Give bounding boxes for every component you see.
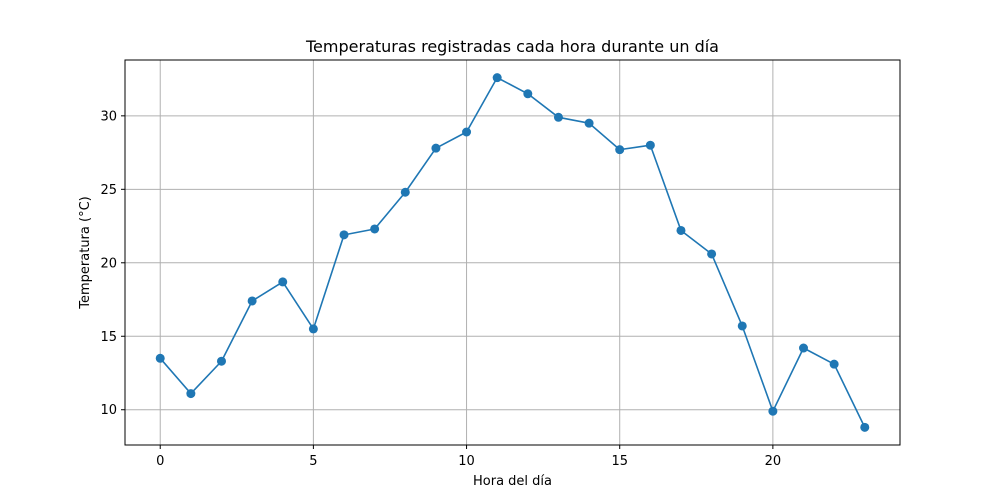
data-point: [186, 389, 196, 399]
x-tick-label: 0: [156, 454, 164, 469]
data-point: [308, 324, 318, 334]
x-tick-label: 5: [309, 454, 317, 469]
data-point: [155, 353, 165, 363]
y-tick-label: 15: [100, 330, 117, 345]
series-layer: [155, 73, 870, 432]
x-tick-label: 10: [458, 454, 475, 469]
data-point: [553, 112, 563, 122]
data-point: [278, 277, 288, 287]
data-point: [462, 127, 472, 137]
data-point: [860, 422, 870, 432]
y-tick-label: 25: [100, 183, 117, 198]
y-tick-label: 30: [100, 109, 117, 124]
data-point: [645, 140, 655, 150]
chart-title: Temperaturas registradas cada hora duran…: [305, 37, 719, 56]
data-point: [492, 73, 502, 83]
data-point: [431, 143, 441, 153]
data-point: [370, 224, 380, 234]
data-point: [247, 296, 257, 306]
grid-lines: [125, 60, 900, 445]
series-line: [159, 76, 866, 428]
x-tick-label: 20: [765, 454, 782, 469]
y-axis-title: Temperatura (°C): [78, 196, 93, 309]
data-point: [615, 145, 625, 155]
y-tick-label: 10: [100, 403, 117, 418]
y-axis: 10 15 20 25 30: [100, 109, 125, 418]
data-point: [799, 343, 809, 353]
y-tick-label: 20: [100, 256, 117, 271]
data-point: [523, 89, 533, 99]
x-axis: 0 5 10 15 20: [156, 445, 781, 469]
data-point: [707, 249, 717, 259]
data-point: [737, 321, 747, 331]
data-point: [584, 118, 594, 128]
data-point: [339, 230, 349, 240]
data-point: [216, 356, 226, 366]
data-point: [676, 225, 686, 235]
x-tick-label: 15: [611, 454, 628, 469]
data-point: [829, 359, 839, 369]
plot-area-frame: [124, 59, 901, 446]
x-axis-title: Hora del día: [473, 474, 552, 489]
data-point: [768, 406, 778, 416]
data-point: [400, 187, 410, 197]
